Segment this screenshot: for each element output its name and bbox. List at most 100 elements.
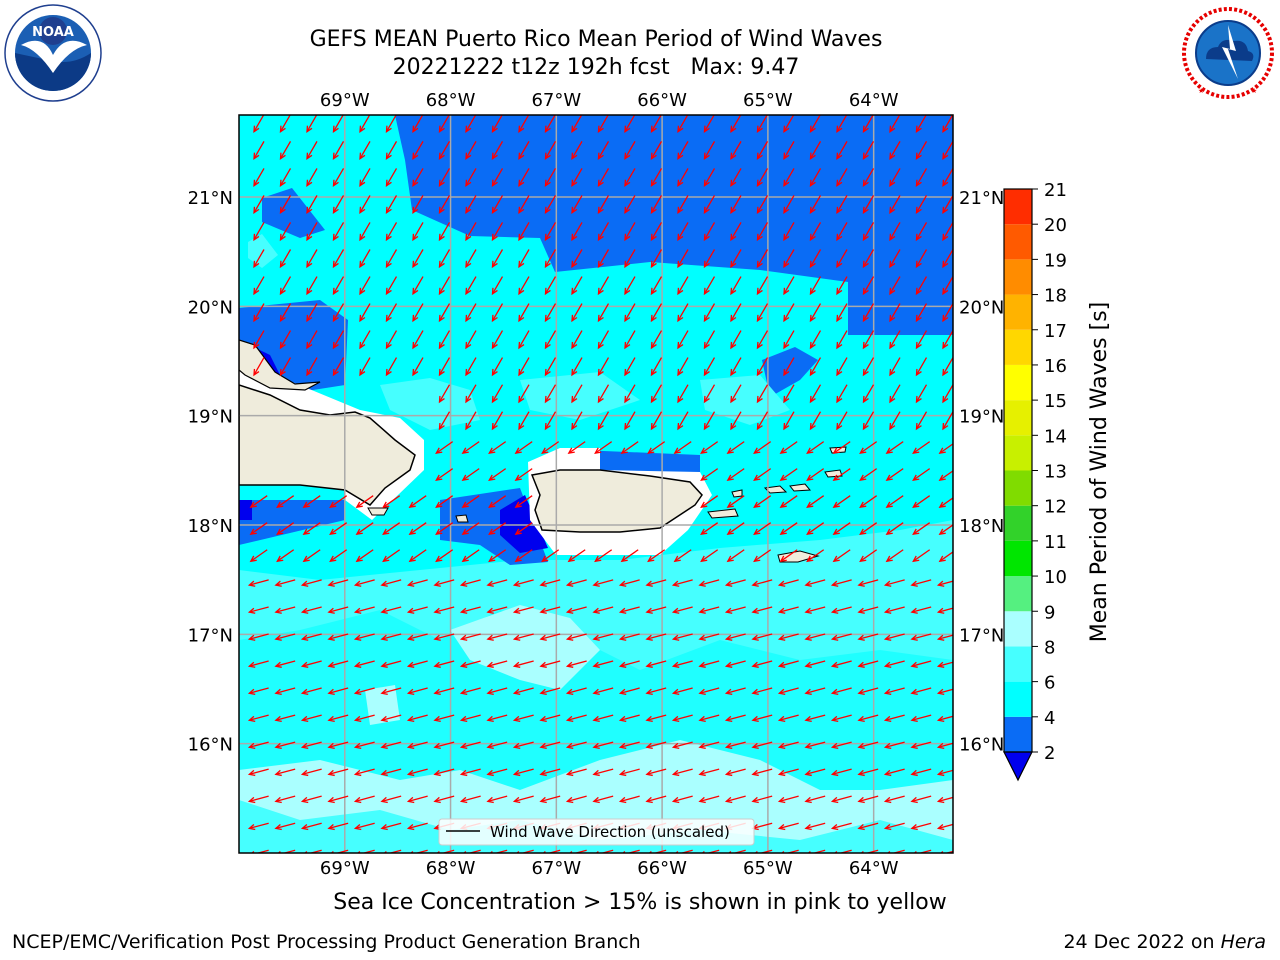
wind-wave-arrow <box>465 411 477 431</box>
wind-wave-arrow <box>306 168 318 188</box>
wind-wave-arrow <box>518 115 530 133</box>
wind-wave-arrow <box>567 441 586 454</box>
wind-wave-arrow <box>883 714 905 723</box>
wind-wave-arrow <box>592 714 614 723</box>
wind-wave-arrow <box>565 795 587 804</box>
wind-wave-arrow <box>465 276 477 296</box>
wind-wave-arrow <box>544 249 557 269</box>
wind-wave-arrow <box>698 768 720 777</box>
wind-wave-arrow <box>836 330 848 350</box>
wind-wave-arrow <box>571 115 583 133</box>
colorbar-bin <box>1004 540 1032 577</box>
wind-wave-arrow <box>806 549 825 563</box>
wind-wave-arrow <box>459 741 481 750</box>
wind-wave-arrow <box>830 633 852 641</box>
wind-wave-arrow <box>889 222 901 242</box>
wind-wave-arrow <box>726 522 745 536</box>
wind-wave-arrow <box>332 115 344 133</box>
wind-wave-arrow <box>862 411 875 431</box>
wind-wave-arrow <box>830 660 852 668</box>
lat-tick-label-left: 19°N <box>188 407 233 428</box>
wind-wave-arrow <box>465 330 477 350</box>
wind-wave-arrow <box>912 468 931 481</box>
wind-wave-arrow <box>756 357 769 377</box>
wind-wave-arrow <box>571 330 583 350</box>
wind-wave-arrow <box>671 579 693 587</box>
footer-date: 24 Dec 2022 on Hera <box>1063 931 1266 953</box>
wind-wave-arrow <box>597 195 610 215</box>
wind-wave-arrow <box>650 276 663 296</box>
wind-wave-arrow <box>544 115 556 133</box>
wind-wave-arrow <box>783 141 795 160</box>
wind-wave-arrow <box>645 660 667 668</box>
colorbar-bin <box>1004 435 1032 471</box>
wind-wave-arrow <box>355 495 374 509</box>
wind-wave-arrow <box>751 687 773 695</box>
wind-wave-arrow <box>756 115 768 133</box>
wind-wave-arrow <box>809 276 822 296</box>
wind-wave-arrow <box>645 741 667 750</box>
wind-wave-arrow <box>355 549 374 563</box>
wind-wave-arrow <box>302 522 321 536</box>
wind-wave-arrow <box>300 714 322 723</box>
wind-wave-arrow <box>514 522 533 536</box>
wind-wave-arrow <box>703 195 716 215</box>
wind-wave-arrow <box>753 549 772 563</box>
wind-wave-arrow <box>571 141 583 160</box>
wind-wave-arrow <box>592 795 614 804</box>
map-axis-ticks: 69°W 69°W 68°W 68°W 67°W 67°W 66°W 66°W 65°W 65°W… <box>188 90 1005 879</box>
wind-wave-arrow <box>756 303 769 323</box>
wind-wave-arrow <box>486 633 508 641</box>
wind-wave-arrow <box>300 660 322 668</box>
wind-wave-arrow <box>571 384 583 404</box>
wind-wave-arrow <box>724 606 746 614</box>
wind-wave-arrow <box>862 115 874 133</box>
wind-wave-arrow <box>624 384 636 404</box>
wind-wave-arrow <box>306 357 318 377</box>
wind-wave-arrow <box>753 495 772 509</box>
wind-wave-arrow <box>488 549 507 563</box>
wind-wave-arrow <box>279 303 292 323</box>
wind-wave-arrow <box>938 470 953 481</box>
wind-wave-arrow <box>459 660 481 668</box>
wind-wave-arrow <box>857 768 879 777</box>
wind-wave-arrow <box>703 168 716 188</box>
wind-wave-arrow <box>435 549 454 563</box>
wind-wave-arrow <box>859 441 878 454</box>
wind-wave-arrow <box>274 714 296 723</box>
wind-wave-arrow <box>302 549 321 563</box>
wind-wave-arrow <box>385 330 398 350</box>
wind-wave-arrow <box>618 714 640 723</box>
wind-wave-arrow <box>910 579 932 587</box>
colorbar-tick-label: 2 <box>1044 743 1055 764</box>
lon-tick-label-bottom: 67°W <box>531 858 581 879</box>
wind-wave-arrow <box>408 495 427 509</box>
wind-wave-arrow <box>571 195 583 215</box>
wind-wave-arrow <box>327 768 349 777</box>
lon-tick-label-top: 66°W <box>637 90 687 111</box>
wind-wave-arrow <box>671 768 693 777</box>
legend-label: Wind Wave Direction (unscaled) <box>490 823 730 841</box>
wind-wave-arrow <box>571 168 583 188</box>
wind-wave-arrow <box>518 141 530 160</box>
wind-wave-arrow <box>332 276 345 296</box>
wind-wave-arrow <box>329 495 348 509</box>
wind-wave-arrow <box>353 795 375 804</box>
wind-wave-arrow <box>724 741 746 750</box>
wind-wave-arrow <box>936 796 953 804</box>
wind-wave-arrow <box>461 549 480 563</box>
wind-wave-arrow <box>726 468 745 481</box>
wind-wave-arrow <box>565 714 587 723</box>
wind-wave-arrow <box>247 768 269 777</box>
wind-wave-arrow <box>830 579 852 587</box>
wind-wave-arrow <box>645 687 667 695</box>
wind-wave-arrow <box>412 141 424 160</box>
wind-wave-arrow <box>915 411 928 431</box>
wind-wave-arrow <box>777 714 799 723</box>
wind-wave-arrow <box>730 330 742 350</box>
period-fill-nw-patch <box>262 188 325 238</box>
wind-wave-arrow <box>857 660 879 668</box>
wind-wave-arrow <box>544 357 557 377</box>
wind-wave-arrow <box>253 276 265 296</box>
